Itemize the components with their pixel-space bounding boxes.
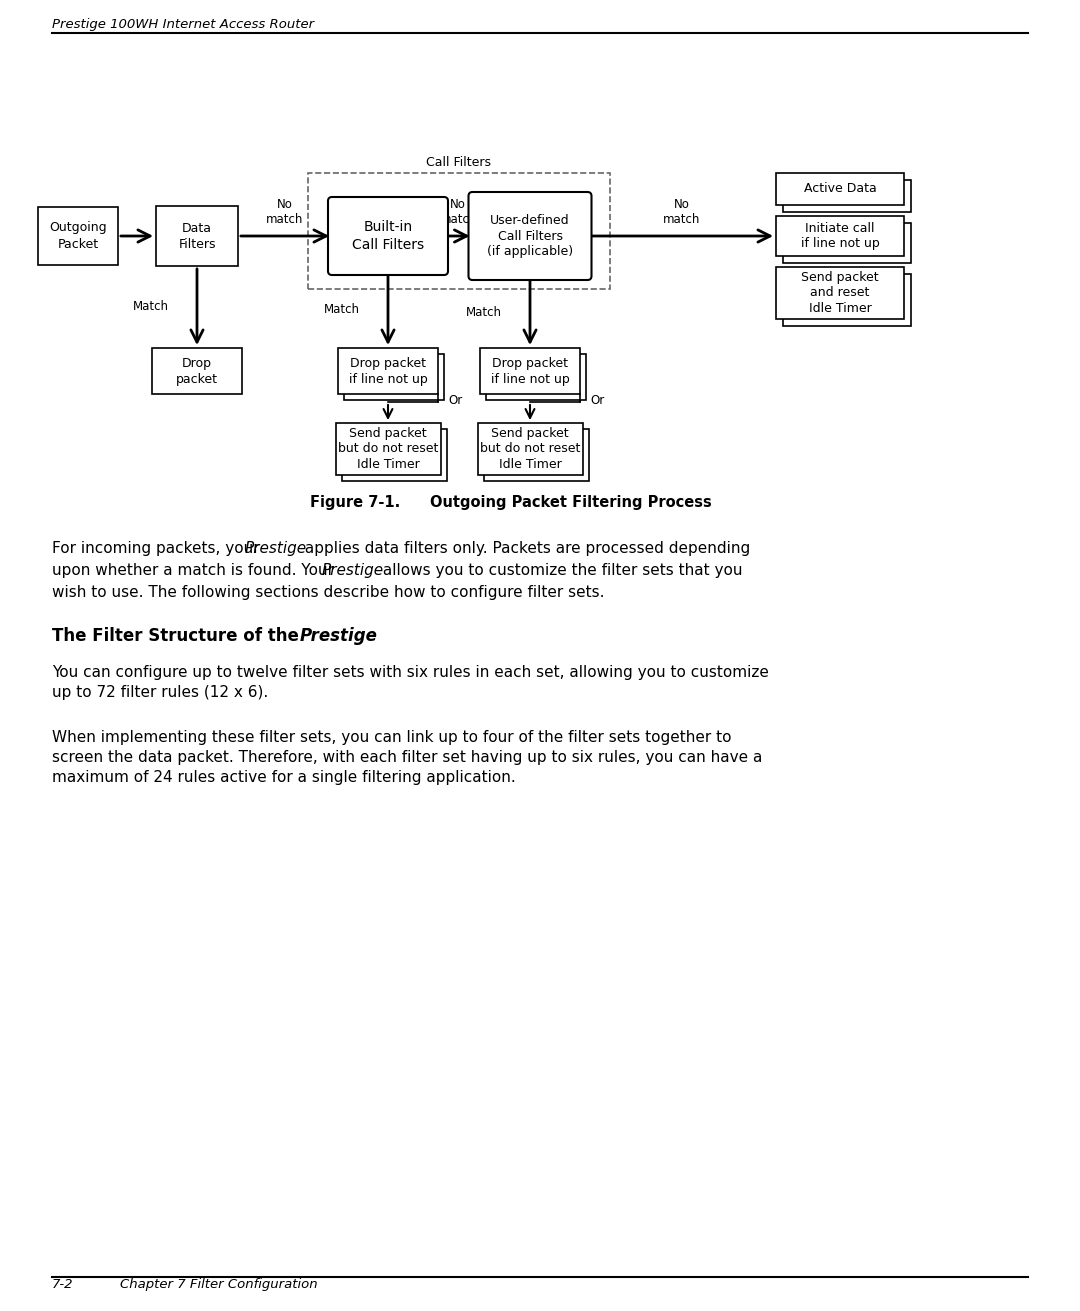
Text: Match: Match	[324, 303, 360, 316]
Text: Or: Or	[590, 393, 604, 406]
Text: Send packet
and reset
Idle Timer: Send packet and reset Idle Timer	[801, 270, 879, 316]
Text: Initiate call
if line not up: Initiate call if line not up	[800, 222, 879, 250]
Bar	[156, 206, 238, 266]
Text: upon whether a match is found. Your: upon whether a match is found. Your	[52, 562, 339, 578]
Text: Send packet
but do not reset
Idle Timer: Send packet but do not reset Idle Timer	[338, 426, 438, 472]
Text: Prestige 100WH Internet Access Router: Prestige 100WH Internet Access Router	[52, 18, 314, 31]
Text: User-defined
Call Filters
(if applicable): User-defined Call Filters (if applicable…	[487, 214, 573, 258]
Text: No
match: No match	[440, 198, 477, 225]
Text: Outgoing
Packet: Outgoing Packet	[50, 222, 107, 250]
Text: Prestige: Prestige	[300, 627, 378, 645]
Bar	[480, 347, 580, 395]
Text: Drop packet
if line not up: Drop packet if line not up	[349, 357, 428, 385]
Text: Match: Match	[465, 305, 502, 319]
Text: Or: Or	[448, 393, 462, 406]
Bar	[777, 267, 904, 319]
Text: Drop packet
if line not up: Drop packet if line not up	[490, 357, 569, 385]
Text: Prestige: Prestige	[322, 562, 384, 578]
Bar	[345, 354, 444, 400]
Text: When implementing these filter sets, you can link up to four of the filter sets : When implementing these filter sets, you…	[52, 730, 762, 784]
Text: For incoming packets, your: For incoming packets, your	[52, 541, 265, 556]
Text: Drop
packet: Drop packet	[176, 357, 218, 385]
Text: wish to use. The following sections describe how to configure filter sets.: wish to use. The following sections desc…	[52, 585, 605, 600]
Bar	[783, 274, 912, 326]
Text: Figure 7-1.: Figure 7-1.	[310, 496, 401, 510]
Bar	[777, 216, 904, 256]
Text: 7-2: 7-2	[52, 1278, 73, 1291]
Bar	[308, 173, 610, 288]
Text: No
match: No match	[267, 198, 303, 225]
Text: The Filter Structure of the: The Filter Structure of the	[52, 627, 305, 645]
Text: Data
Filters: Data Filters	[178, 222, 216, 250]
Bar	[777, 173, 904, 205]
Text: allows you to customize the filter sets that you: allows you to customize the filter sets …	[378, 562, 743, 578]
Bar	[38, 207, 118, 265]
Bar	[338, 347, 438, 395]
Text: Active Data: Active Data	[804, 182, 876, 195]
Bar	[783, 223, 912, 264]
Bar	[152, 347, 242, 395]
Bar	[477, 423, 582, 475]
Text: Match: Match	[133, 300, 168, 313]
FancyBboxPatch shape	[469, 191, 592, 281]
Bar	[341, 429, 446, 481]
Text: Built-in
Call Filters: Built-in Call Filters	[352, 220, 424, 252]
Bar	[783, 180, 912, 212]
Text: You can configure up to twelve filter sets with six rules in each set, allowing : You can configure up to twelve filter se…	[52, 665, 769, 700]
Text: Prestige: Prestige	[245, 541, 307, 556]
Text: Chapter 7 Filter Configuration: Chapter 7 Filter Configuration	[120, 1278, 318, 1291]
Bar	[484, 429, 589, 481]
Text: Outgoing Packet Filtering Process: Outgoing Packet Filtering Process	[430, 496, 712, 510]
Text: applies data filters only. Packets are processed depending: applies data filters only. Packets are p…	[300, 541, 751, 556]
Bar	[336, 423, 441, 475]
Bar	[486, 354, 586, 400]
Text: No
match: No match	[663, 198, 701, 225]
Text: Send packet
but do not reset
Idle Timer: Send packet but do not reset Idle Timer	[480, 426, 580, 472]
FancyBboxPatch shape	[328, 197, 448, 275]
Text: Call Filters: Call Filters	[427, 156, 491, 169]
